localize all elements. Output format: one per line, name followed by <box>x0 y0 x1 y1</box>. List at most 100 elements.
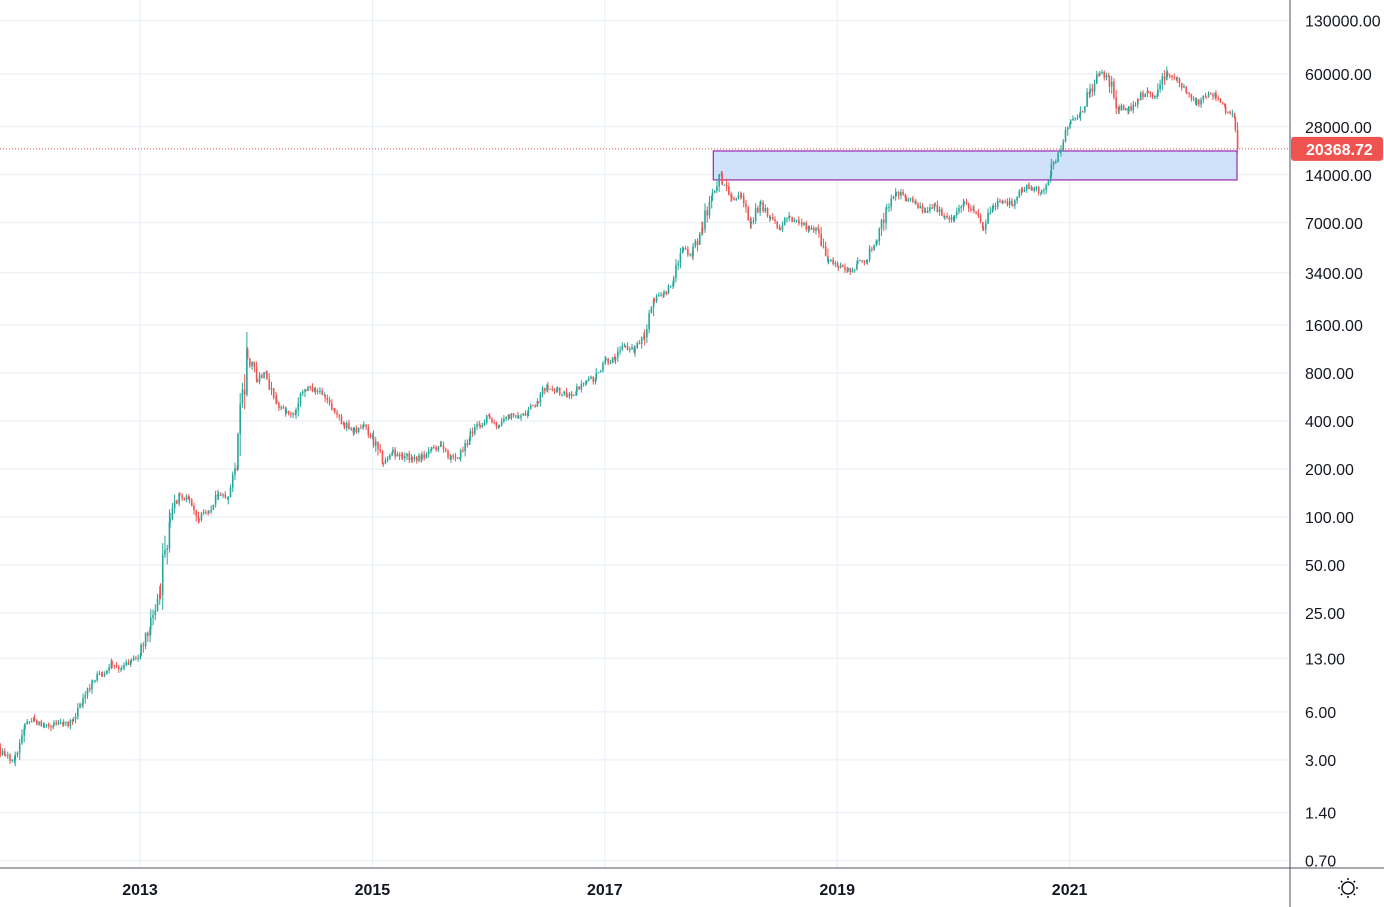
candle <box>369 432 372 439</box>
candle <box>752 217 755 225</box>
candle <box>1188 92 1190 98</box>
candle <box>392 446 394 454</box>
sun-gear-icon[interactable] <box>1338 878 1358 898</box>
candle-body <box>154 610 157 616</box>
candle <box>1069 119 1072 125</box>
candle-body <box>938 209 941 212</box>
candle-body <box>311 386 314 391</box>
candle-body <box>355 427 358 433</box>
candle <box>621 342 624 351</box>
candle-body <box>301 391 304 394</box>
candle <box>737 191 740 200</box>
candle-body <box>815 227 817 231</box>
candle-body <box>859 260 861 262</box>
x-tick-label: 2017 <box>587 882 623 899</box>
candle <box>466 439 469 448</box>
candle <box>156 593 159 612</box>
candle <box>822 238 825 249</box>
time-axis[interactable]: 2013 2015 2017 2019 2021 <box>122 882 1087 899</box>
support-zone-rectangle[interactable] <box>712 150 1238 181</box>
candle-body <box>517 417 520 419</box>
candle <box>495 421 498 430</box>
candle <box>38 721 40 726</box>
candle <box>885 206 887 230</box>
candle-body <box>537 401 539 403</box>
candle-body <box>316 391 319 393</box>
candle-body <box>856 264 858 270</box>
candle-body <box>159 593 162 595</box>
candle-body <box>597 372 600 374</box>
candle <box>26 718 28 725</box>
candle <box>868 245 871 263</box>
candle <box>636 341 639 349</box>
candle <box>1204 92 1207 97</box>
candle <box>40 719 43 727</box>
candle <box>1202 95 1205 104</box>
candle <box>411 456 414 463</box>
candle <box>169 512 171 528</box>
candle <box>1120 103 1123 111</box>
candle <box>1159 79 1161 93</box>
candle-body <box>1168 75 1171 77</box>
candle-body <box>466 443 469 445</box>
candle-body <box>742 195 745 204</box>
candle <box>239 393 241 457</box>
candle <box>57 719 60 726</box>
candle <box>1016 196 1018 204</box>
candle-body <box>111 661 113 666</box>
candle <box>220 492 222 497</box>
candle-body <box>832 259 834 265</box>
candle <box>72 716 75 722</box>
candle-body <box>1125 108 1127 110</box>
candle <box>1173 73 1176 81</box>
price-axis[interactable]: 130000.00 60000.00 28000.00 14000.00 7000.00… <box>1305 13 1381 870</box>
candle-body <box>723 184 726 186</box>
candle-body <box>871 248 873 250</box>
candle-body <box>822 246 825 248</box>
candle-body <box>495 422 498 428</box>
candle-body <box>1136 99 1139 105</box>
candle <box>190 498 193 507</box>
candle <box>890 194 893 211</box>
candle-body <box>198 519 201 521</box>
candle-body <box>917 203 919 209</box>
candle-body <box>24 724 26 729</box>
candle-body <box>708 201 711 216</box>
candle-body <box>1091 88 1094 92</box>
candle-body <box>812 227 815 231</box>
candle-body <box>1221 102 1224 104</box>
candle <box>1037 185 1040 196</box>
candle <box>1062 138 1065 152</box>
candle <box>246 332 248 397</box>
candle-body <box>253 361 256 367</box>
candle <box>912 195 914 204</box>
candle <box>125 659 128 667</box>
candle-body <box>885 207 888 209</box>
candle-body <box>220 494 222 496</box>
candle <box>28 721 31 725</box>
candle <box>474 423 476 436</box>
candle-body <box>1079 111 1082 116</box>
y-tick-label: 14000.00 <box>1305 168 1372 185</box>
candle-body <box>1128 106 1130 112</box>
candle-body <box>638 343 641 345</box>
candle-body <box>418 455 420 461</box>
candle-body <box>788 215 790 219</box>
candle <box>1064 127 1067 143</box>
candle-body <box>401 455 404 459</box>
candle-body <box>1132 104 1135 111</box>
candle <box>611 356 614 364</box>
candle-body <box>77 708 79 717</box>
candle-body <box>757 208 759 213</box>
candle-body <box>1209 93 1212 95</box>
x-tick-label: 2013 <box>122 882 158 899</box>
candle-body <box>771 216 774 220</box>
candle-body <box>205 511 207 513</box>
candle <box>1178 77 1181 88</box>
x-tick-label: 2021 <box>1052 882 1088 899</box>
candle-body <box>611 357 614 364</box>
candle-body <box>120 668 123 670</box>
candle <box>839 262 842 269</box>
candle <box>742 192 745 208</box>
